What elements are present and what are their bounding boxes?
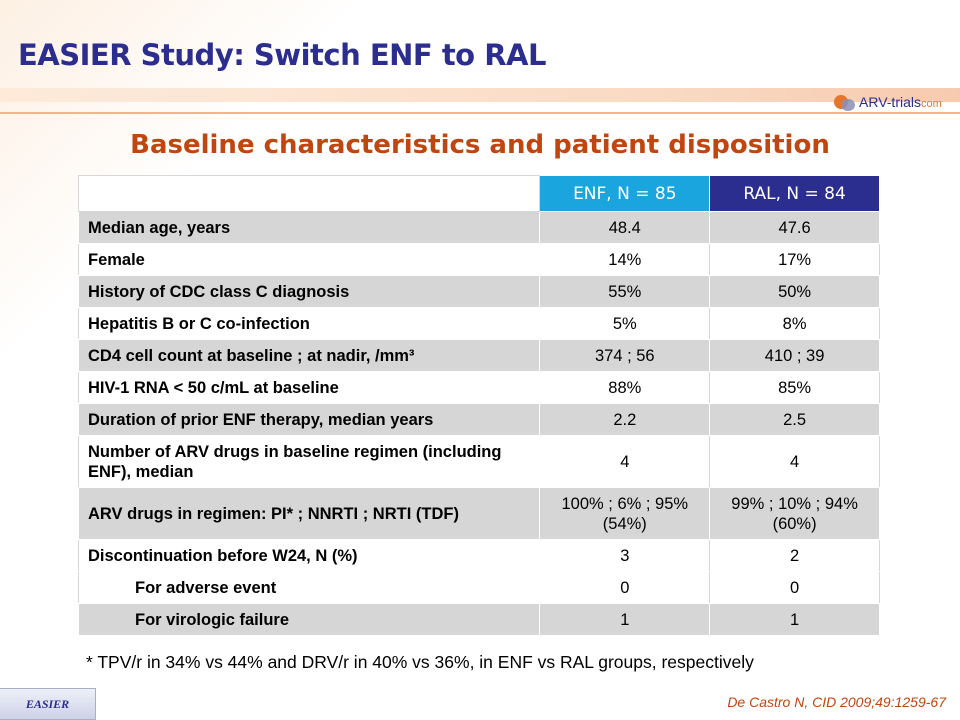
row-label: Median age, years xyxy=(77,211,541,244)
table-row: For virologic failure 1 1 xyxy=(77,603,880,636)
ral-value: 2.5 xyxy=(709,403,880,436)
ral-value: 2 xyxy=(709,539,880,572)
enf-value: 55% xyxy=(539,275,711,308)
row-label: Female xyxy=(77,243,541,276)
row-label: For virologic failure xyxy=(77,603,541,636)
ral-value: 410 ; 39 xyxy=(709,339,880,372)
table-row: ARV drugs in regimen: PI* ; NNRTI ; NRTI… xyxy=(77,487,880,540)
header-ral: RAL, N = 84 xyxy=(709,175,880,212)
logo-mark-icon xyxy=(834,93,856,111)
table-row: Duration of prior ENF therapy, median ye… xyxy=(77,403,880,436)
table-row: Median age, years 48.4 47.6 xyxy=(77,211,880,244)
row-label: Discontinuation before W24, N (%) xyxy=(77,539,541,572)
ral-value: 0 xyxy=(709,571,880,604)
enf-value: 2.2 xyxy=(539,403,711,436)
ral-value: 50% xyxy=(709,275,880,308)
table-header-row: ENF, N = 85 RAL, N = 84 xyxy=(77,175,880,212)
study-tag: EASIER xyxy=(0,688,96,720)
row-label: HIV-1 RNA < 50 c/mL at baseline xyxy=(77,371,541,404)
row-label: Number of ARV drugs in baseline regimen … xyxy=(77,435,541,488)
table-row: Discontinuation before W24, N (%) 3 2 xyxy=(77,539,880,572)
enf-value: 14% xyxy=(539,243,711,276)
ral-value: 47.6 xyxy=(709,211,880,244)
header-enf: ENF, N = 85 xyxy=(539,175,711,212)
ral-value: 8% xyxy=(709,307,880,340)
enf-value: 4 xyxy=(539,435,711,488)
table-row: For adverse event 0 0 xyxy=(77,571,880,604)
ral-value: 85% xyxy=(709,371,880,404)
row-label: For adverse event xyxy=(77,571,541,604)
citation: De Castro N, CID 2009;49:1259-67 xyxy=(727,694,946,710)
ral-value: 99% ; 10% ; 94% (60%) xyxy=(709,487,880,540)
enf-value: 88% xyxy=(539,371,711,404)
table-row: History of CDC class C diagnosis 55% 50% xyxy=(77,275,880,308)
enf-value: 5% xyxy=(539,307,711,340)
header-empty-cell xyxy=(77,175,541,212)
table-row: Female 14% 17% xyxy=(77,243,880,276)
table-row: HIV-1 RNA < 50 c/mL at baseline 88% 85% xyxy=(77,371,880,404)
row-label: Hepatitis B or C co-infection xyxy=(77,307,541,340)
ral-value: 1 xyxy=(709,603,880,636)
enf-value: 374 ; 56 xyxy=(539,339,711,372)
arv-trials-logo: ARV-trialscom xyxy=(834,93,942,111)
table-row: Number of ARV drugs in baseline regimen … xyxy=(77,435,880,488)
ral-value: 4 xyxy=(709,435,880,488)
row-label: History of CDC class C diagnosis xyxy=(77,275,541,308)
ral-value: 17% xyxy=(709,243,880,276)
table-row: CD4 cell count at baseline ; at nadir, /… xyxy=(77,339,880,372)
enf-value: 3 xyxy=(539,539,711,572)
enf-value: 100% ; 6% ; 95% (54%) xyxy=(539,487,711,540)
row-label: CD4 cell count at baseline ; at nadir, /… xyxy=(77,339,541,372)
row-label: ARV drugs in regimen: PI* ; NNRTI ; NRTI… xyxy=(77,487,541,540)
enf-value: 48.4 xyxy=(539,211,711,244)
slide-title: EASIER Study: Switch ENF to RAL xyxy=(18,38,546,72)
footnote: * TPV/r in 34% vs 44% and DRV/r in 40% v… xyxy=(86,652,754,672)
table-row: Hepatitis B or C co-infection 5% 8% xyxy=(77,307,880,340)
logo-text: ARV-trialscom xyxy=(859,94,942,110)
title-underline-rule xyxy=(0,112,960,114)
enf-value: 0 xyxy=(539,571,711,604)
title-underline-band xyxy=(0,88,960,102)
row-label: Duration of prior ENF therapy, median ye… xyxy=(77,403,541,436)
slide-subtitle: Baseline characteristics and patient dis… xyxy=(130,130,830,160)
enf-value: 1 xyxy=(539,603,711,636)
baseline-table: ENF, N = 85 RAL, N = 84 Median age, year… xyxy=(77,175,880,636)
